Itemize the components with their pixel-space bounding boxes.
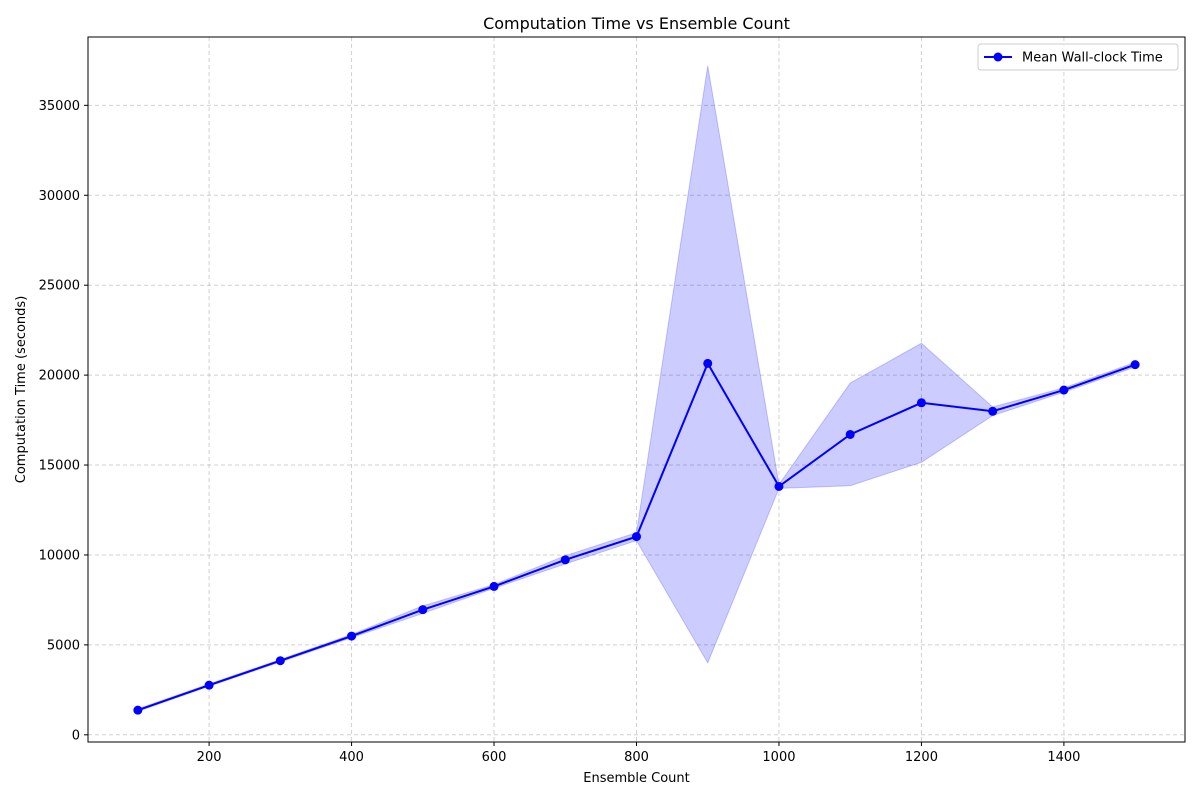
- x-axis-ticks: 200 400 600 800 1000 1200 1400: [197, 742, 1080, 765]
- chart-title: Computation Time vs Ensemble Count: [483, 14, 790, 33]
- data-point: [1059, 385, 1069, 395]
- data-point: [1130, 360, 1140, 370]
- y-tick-label: 10000: [39, 548, 80, 563]
- y-tick-label: 0: [72, 728, 80, 743]
- data-point: [703, 358, 713, 368]
- data-point: [418, 605, 428, 615]
- data-point: [560, 555, 570, 565]
- data-point: [204, 680, 214, 690]
- data-point: [988, 406, 998, 416]
- y-axis-label: Computation Time (seconds): [14, 296, 29, 484]
- data-point: [133, 705, 143, 715]
- x-tick-label: 400: [339, 750, 364, 765]
- x-tick-label: 200: [197, 750, 222, 765]
- x-tick-label: 600: [482, 750, 507, 765]
- data-point: [632, 532, 641, 542]
- data-point: [916, 398, 926, 408]
- y-axis-ticks: 0 5000 10000 15000 20000 25000 30000 35000: [39, 99, 88, 743]
- x-tick-label: 1000: [762, 750, 795, 765]
- x-tick-label: 1400: [1047, 750, 1080, 765]
- series-layer: [133, 358, 1140, 715]
- x-tick-label: 1200: [905, 750, 938, 765]
- legend-marker-swatch: [993, 52, 1003, 62]
- legend-box: [977, 43, 1179, 71]
- y-tick-label: 25000: [39, 279, 80, 294]
- data-point: [347, 631, 357, 641]
- x-axis-label: Ensemble Count: [583, 771, 690, 786]
- y-tick-label: 5000: [47, 638, 80, 653]
- y-tick-label: 20000: [39, 369, 80, 384]
- y-tick-label: 35000: [39, 99, 80, 114]
- legend: Mean Wall-clock Time: [977, 43, 1179, 71]
- data-point: [275, 656, 285, 666]
- legend-entry-label: Mean Wall-clock Time: [1022, 51, 1163, 66]
- data-point: [845, 429, 855, 439]
- y-tick-label: 15000: [39, 459, 80, 474]
- data-point: [774, 481, 784, 491]
- data-point: [489, 581, 499, 591]
- x-tick-label: 800: [624, 750, 649, 765]
- y-tick-label: 30000: [39, 189, 80, 204]
